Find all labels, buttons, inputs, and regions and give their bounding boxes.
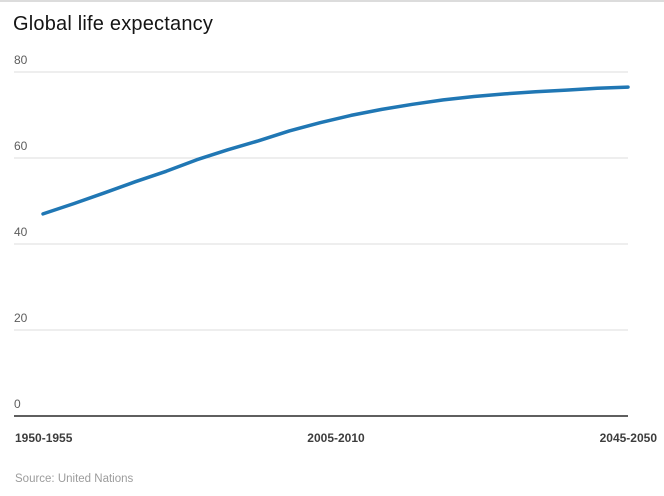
chart-title: Global life expectancy (13, 13, 214, 35)
life-expectancy-line (41, 85, 630, 216)
x-axis-labels: 1950-1955 2005-2010 2045-2050 (15, 431, 657, 445)
y-tick-label: 40 (14, 225, 28, 239)
gridlines (14, 71, 628, 417)
source-note: Source: United Nations (15, 473, 134, 485)
y-tick-label: 60 (14, 139, 28, 153)
x-tick-label: 1950-1955 (15, 431, 73, 445)
x-tick-label: 2045-2050 (600, 431, 658, 445)
y-tick-label: 80 (14, 53, 28, 67)
y-tick-label: 0 (14, 397, 21, 411)
y-tick-label: 20 (14, 311, 28, 325)
x-tick-label: 2005-2010 (307, 431, 365, 445)
y-axis-labels: 0 20 40 60 80 (14, 53, 28, 411)
